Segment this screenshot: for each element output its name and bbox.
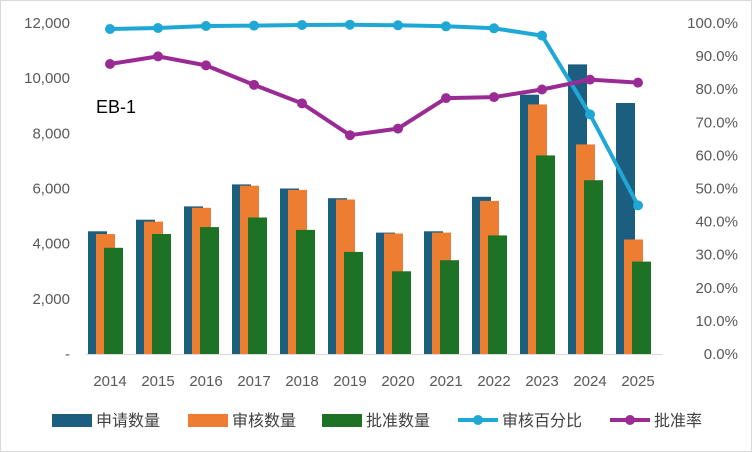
y-right-tick: 90.0% [695, 48, 738, 65]
bar-3-2023 [536, 155, 555, 354]
line-2-point-2025 [633, 77, 643, 88]
line-2-point-2023 [537, 84, 547, 95]
x-tick-2016: 2016 [189, 373, 222, 390]
x-tick-2018: 2018 [285, 373, 318, 390]
legend-label-1: 申请数量 [96, 411, 160, 430]
line-2-point-2022 [489, 92, 499, 103]
legend-marker-4 [473, 415, 483, 425]
line-2-point-2014 [105, 59, 115, 69]
bar-3-2015 [152, 234, 171, 354]
lines-group [105, 19, 643, 211]
x-tick-2019: 2019 [333, 373, 366, 390]
y-right-tick: 0.0% [704, 346, 738, 363]
line-1-point-2015 [153, 23, 163, 33]
legend-label-2: 审核数量 [232, 411, 296, 430]
line-1-point-2025 [633, 200, 643, 211]
bar-3-2019 [344, 251, 363, 354]
legend-label-4: 审核百分比 [502, 411, 582, 430]
bar-3-2017 [248, 217, 267, 354]
y-left-tick: 4,000 [32, 236, 70, 253]
legend-swatch-2 [188, 414, 228, 427]
y-left-tick: 6,000 [32, 181, 70, 198]
bar-3-2016 [200, 227, 219, 354]
left-axis-ticks: - 2,000 4,000 6,000 8,000 10,000 12,000 [24, 15, 70, 363]
line-2-point-2021 [441, 93, 451, 104]
line-2-point-2015 [153, 51, 163, 62]
line-2-point-2018 [297, 98, 307, 109]
line-1-point-2018 [297, 20, 307, 30]
line-2-point-2024 [585, 74, 595, 85]
y-right-tick: 20.0% [695, 280, 738, 297]
line-1-point-2023 [537, 30, 547, 41]
y-right-tick: 70.0% [695, 114, 738, 131]
y-right-tick: 40.0% [695, 214, 738, 231]
y-left-tick: 10,000 [24, 70, 70, 87]
line-1-point-2019 [345, 19, 355, 30]
y-right-tick: 30.0% [695, 247, 738, 264]
line-1-point-2024 [585, 109, 595, 120]
line-2-point-2020 [393, 123, 403, 134]
x-tick-2024: 2024 [573, 373, 606, 390]
bar-3-2022 [488, 235, 507, 354]
x-tick-2025: 2025 [621, 373, 654, 390]
legend-swatch-3 [322, 414, 362, 427]
bar-3-2018 [296, 229, 315, 354]
line-2-point-2019 [345, 130, 355, 141]
y-right-tick: 100.0% [687, 15, 738, 32]
chart-title: EB-1 [96, 97, 136, 117]
y-left-tick: 12,000 [24, 15, 70, 32]
legend-marker-5 [625, 415, 635, 425]
x-tick-2023: 2023 [525, 373, 558, 390]
x-axis-ticks: 2014 2015 2016 2017 2018 2019 2020 2021 2022 2023… [93, 373, 654, 390]
y-left-tick: 2,000 [32, 291, 70, 308]
bar-3-2014 [104, 247, 123, 354]
y-right-tick: 80.0% [695, 81, 738, 98]
line-1-point-2016 [201, 21, 211, 31]
x-tick-2015: 2015 [141, 373, 174, 390]
y-left-tick: 8,000 [32, 125, 70, 142]
line-1-point-2021 [441, 21, 451, 32]
y-right-tick: 60.0% [695, 147, 738, 164]
y-right-tick: 10.0% [695, 313, 738, 330]
legend-label-3: 批准数量 [366, 411, 430, 430]
legend-swatch-1 [52, 414, 92, 427]
line-series-2 [108, 54, 640, 138]
x-tick-2020: 2020 [381, 373, 414, 390]
x-tick-2021: 2021 [429, 373, 462, 390]
bars-group [88, 64, 651, 355]
bar-3-2025 [632, 261, 651, 354]
y-right-tick: 50.0% [695, 181, 738, 198]
right-axis-ticks: 0.0% 10.0% 20.0% 30.0% 40.0% 50.0% 60.0% 70.0% 8… [687, 15, 738, 363]
line-2-point-2016 [201, 60, 211, 71]
line-2-point-2017 [249, 79, 259, 90]
x-tick-2014: 2014 [93, 373, 126, 390]
line-1-point-2014 [105, 24, 115, 34]
line-series-1 [108, 22, 640, 208]
line-1-point-2022 [489, 23, 499, 34]
x-tick-2017: 2017 [237, 373, 270, 390]
legend: 申请数量 审核数量 批准数量 审核百分比 批准率 [52, 411, 702, 430]
bar-3-2020 [392, 271, 411, 355]
bar-3-2021 [440, 260, 459, 354]
legend-label-5: 批准率 [654, 411, 702, 430]
x-tick-2022: 2022 [477, 373, 510, 390]
line-1-point-2017 [249, 20, 259, 31]
y-left-tick: - [65, 346, 70, 363]
bar-3-2024 [584, 180, 603, 354]
line-1-point-2020 [393, 20, 403, 31]
